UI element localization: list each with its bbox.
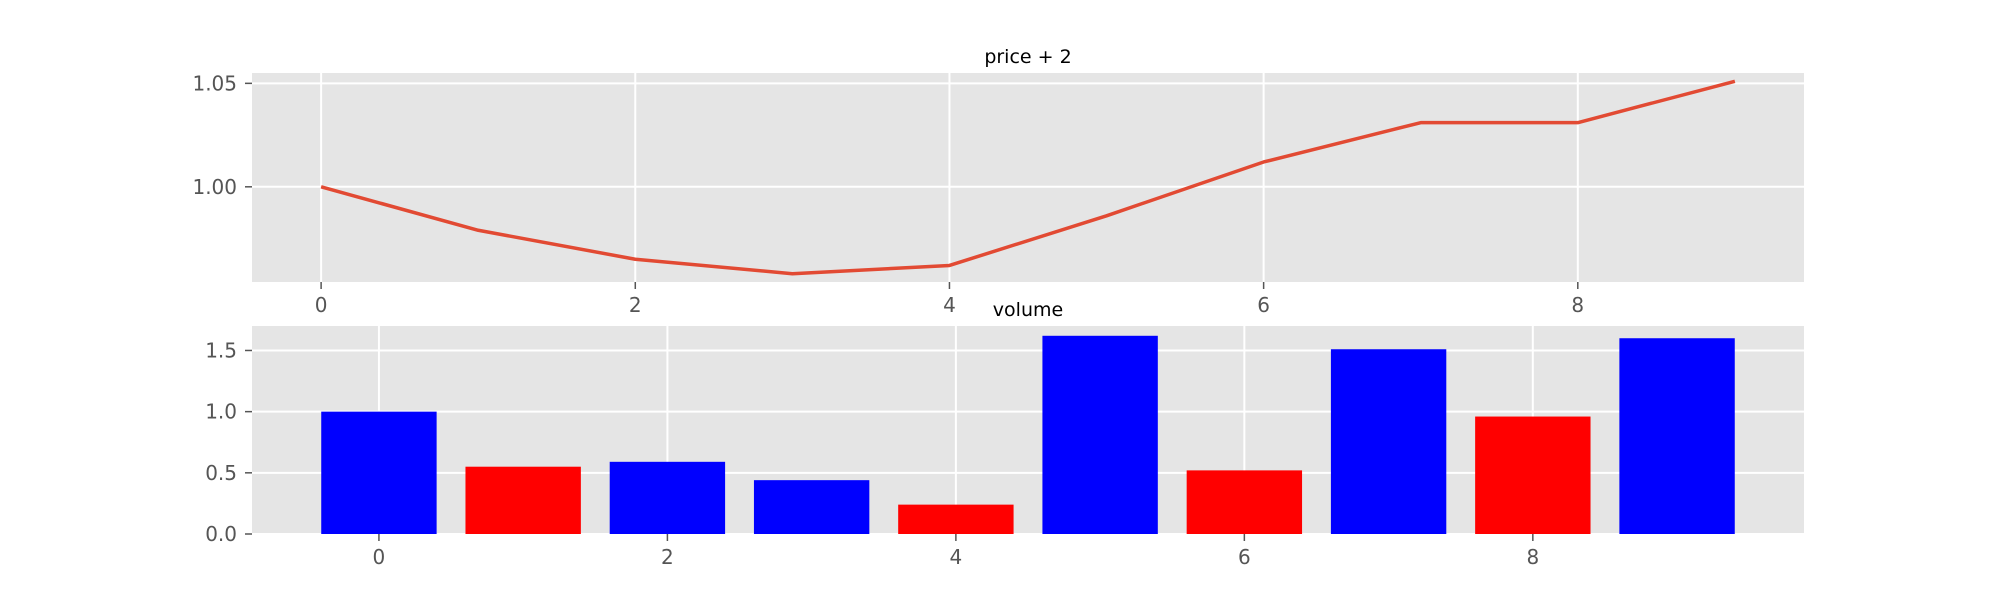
price-x-ticks: 0 2 4 6 8 xyxy=(315,282,1584,317)
volume-chart-title: volume xyxy=(993,299,1063,321)
volume-bar xyxy=(609,461,726,534)
volume-ytick-label: 0.0 xyxy=(205,522,237,546)
price-ytick-label: 1.05 xyxy=(192,71,237,95)
volume-xtick-label: 6 xyxy=(1238,545,1251,569)
volume-xtick-label: 8 xyxy=(1526,545,1539,569)
volume-bar xyxy=(321,411,437,534)
price-chart: 1.00 1.05 0 2 4 6 8 price + 2 xyxy=(192,46,1804,317)
volume-x-ticks: 0 2 4 6 8 xyxy=(373,534,1539,569)
volume-bar xyxy=(1186,470,1303,534)
price-series-line xyxy=(320,79,1736,276)
volume-bars xyxy=(321,335,1735,534)
price-y-ticks: 1.00 1.05 xyxy=(192,71,252,199)
volume-bar xyxy=(1619,338,1735,534)
volume-bar xyxy=(898,504,1014,534)
price-gridlines xyxy=(252,73,1804,282)
volume-bar xyxy=(1330,349,1447,534)
price-xtick-label: 8 xyxy=(1571,293,1584,317)
price-xtick-label: 4 xyxy=(943,293,956,317)
price-xtick-label: 6 xyxy=(1257,293,1270,317)
price-plot-area xyxy=(252,73,1804,282)
price-xtick-label: 2 xyxy=(629,293,642,317)
volume-bar xyxy=(465,466,581,534)
volume-bar xyxy=(1475,416,1591,534)
volume-bar xyxy=(1042,335,1158,534)
price-chart-title: price + 2 xyxy=(984,46,1071,68)
volume-chart: 0.0 0.5 1.0 1.5 0 2 4 6 8 volume xyxy=(205,299,1804,569)
volume-bar xyxy=(753,480,870,534)
price-xtick-label: 0 xyxy=(315,293,328,317)
volume-ytick-label: 1.0 xyxy=(205,400,237,424)
volume-ytick-label: 0.5 xyxy=(205,461,237,485)
volume-xtick-label: 0 xyxy=(373,545,386,569)
volume-xtick-label: 4 xyxy=(950,545,963,569)
volume-ytick-label: 1.5 xyxy=(205,338,237,362)
volume-y-ticks: 0.0 0.5 1.0 1.5 xyxy=(205,338,252,546)
price-ytick-label: 1.00 xyxy=(192,175,237,199)
volume-xtick-label: 2 xyxy=(661,545,674,569)
